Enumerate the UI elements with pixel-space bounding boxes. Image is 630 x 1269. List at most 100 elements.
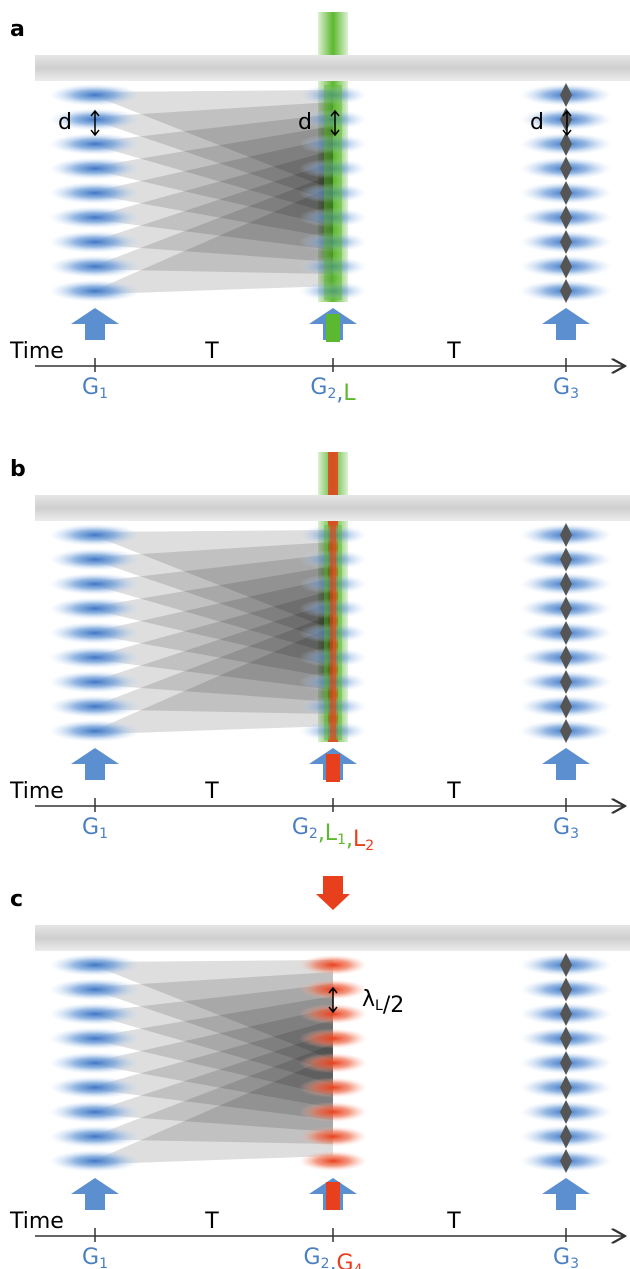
atom-cloud [299, 232, 367, 252]
atom-cloud [299, 207, 367, 228]
beam-path [100, 90, 333, 190]
atom-cloud [49, 1027, 141, 1050]
fringe [560, 719, 572, 743]
mirror [35, 495, 630, 521]
fringe [560, 156, 572, 181]
panel-label: b [10, 457, 26, 482]
label-part: G [304, 1245, 321, 1269]
panel-label: a [10, 17, 25, 42]
beam-path [100, 626, 333, 734]
fringe [560, 1026, 572, 1051]
label: G2,L [310, 375, 356, 406]
atom-cloud [49, 671, 141, 693]
atom-cloud [49, 978, 141, 1001]
interval-label: T [446, 1209, 461, 1234]
laser-arrow [326, 754, 340, 782]
beam-path [100, 542, 333, 642]
label-subscript: 1 [99, 386, 108, 402]
atom-cloud [49, 280, 141, 302]
label-subscript: 1 [99, 826, 108, 842]
panel: a Time T T [9, 12, 630, 372]
label-part: G [292, 815, 309, 840]
label: G2,G4 [304, 1245, 363, 1269]
label-subscript: 2 [321, 1256, 330, 1269]
beam-path [100, 102, 333, 202]
atom-cloud [49, 231, 141, 253]
label-part: λ [362, 987, 375, 1012]
beam-path [100, 566, 333, 666]
label-part: ,L [318, 821, 338, 846]
beam-path [100, 984, 333, 1084]
fringe [560, 132, 572, 156]
atom-cloud [299, 1028, 367, 1049]
beam-path [100, 530, 333, 630]
label-part: G [553, 375, 570, 400]
axis-label: Time [9, 779, 64, 804]
axis-label: Time [9, 1209, 64, 1234]
atom-cloud [299, 1102, 367, 1122]
spacing-arrow [562, 109, 572, 137]
atom-cloud [49, 1076, 141, 1099]
atom-cloud [49, 1125, 141, 1148]
laser-arrow [316, 876, 350, 910]
label: G3 [553, 815, 579, 842]
laser-overlay-2 [330, 525, 336, 740]
laser-arrow [326, 1182, 340, 1210]
atom-cloud [49, 954, 141, 976]
label: G1 [82, 815, 108, 842]
label-part: d [58, 110, 72, 135]
label-subscript: 2 [365, 838, 374, 854]
label-part: , [336, 381, 343, 406]
fringe [560, 1100, 572, 1124]
beam-path [100, 174, 333, 274]
atom-cloud [49, 548, 141, 571]
label: d [530, 110, 544, 135]
label: G3 [553, 1245, 579, 1269]
panel: b Time T T [9, 452, 630, 812]
label-part: G [337, 1251, 354, 1269]
label-part: d [530, 110, 544, 135]
label-subscript: 2 [327, 386, 336, 402]
beam-path [100, 162, 333, 262]
fringe [560, 279, 572, 303]
label: G1 [82, 375, 108, 402]
atom-cloud [299, 1151, 367, 1171]
atom-cloud [299, 158, 367, 179]
pulse-arrow [71, 1178, 119, 1210]
beam-path [100, 972, 333, 1072]
laser-arrow [326, 314, 340, 342]
atom-cloud [49, 1052, 141, 1074]
label-part: G [82, 375, 99, 400]
atom-cloud [49, 573, 141, 595]
interval-label: T [204, 779, 219, 804]
atom-cloud [49, 133, 141, 155]
label: λL/2 [362, 987, 404, 1018]
atom-cloud [49, 84, 141, 106]
fringe [560, 953, 572, 977]
label-part: /2 [383, 993, 404, 1018]
beam-path [100, 1020, 333, 1120]
beam-path [100, 996, 333, 1096]
label-part: L [353, 827, 366, 852]
interval-label: T [204, 339, 219, 364]
label-part: , [330, 1251, 337, 1269]
fringe [560, 572, 572, 596]
fringe [560, 977, 572, 1002]
fringe [560, 181, 572, 205]
atom-cloud [49, 524, 141, 546]
atom-cloud [299, 955, 367, 975]
label-part: G [553, 1245, 570, 1269]
atom-cloud [49, 1150, 141, 1172]
atom-cloud [299, 134, 367, 154]
axis-label: Time [9, 339, 64, 364]
atom-cloud [49, 1101, 141, 1123]
atom-cloud [299, 1004, 367, 1024]
label-subscript: 1 [337, 832, 346, 848]
beam-path [100, 150, 333, 250]
fringe [560, 83, 572, 107]
fringe [560, 621, 572, 645]
label: d [298, 110, 312, 135]
beam-path [100, 186, 333, 294]
beam-path [100, 1056, 333, 1164]
label-subscript: 2 [309, 826, 318, 842]
